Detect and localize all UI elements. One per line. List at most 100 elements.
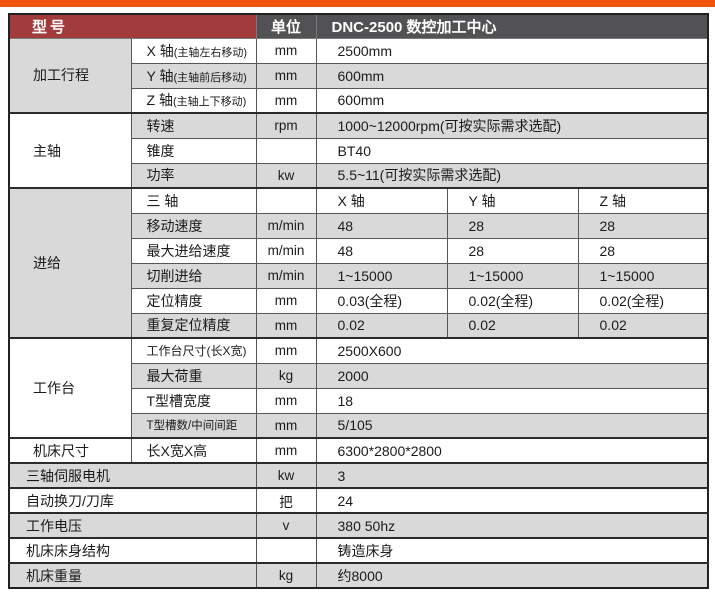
value-cell: 2500mm: [315, 37, 709, 64]
value-cell-x: 48: [315, 237, 448, 264]
table-row: 定位精度 mm 0.03(全程) 0.02(全程) 0.02(全程): [9, 287, 709, 314]
spec-table: 型号 单位 DNC-2500 数控加工中心 加工行程 X 轴(主轴左右移动) m…: [8, 13, 710, 589]
table-row: 切削进给 m/min 1~15000 1~15000 1~15000: [9, 262, 709, 289]
table-header-row: 型号 单位 DNC-2500 数控加工中心: [8, 13, 709, 39]
value-cell: 3: [315, 462, 709, 489]
table-row: 最大荷重 kg 2000: [9, 362, 709, 389]
unit-cell: rpm: [255, 112, 317, 139]
value-cell: 18: [315, 387, 709, 414]
spec-label: X 轴(主轴左右移动): [130, 37, 257, 64]
table-row: 加工行程 X 轴(主轴左右移动) mm 2500mm: [8, 37, 709, 114]
table-row: 工作电压 v 380 50hz: [8, 512, 709, 539]
unit-cell: m/min: [255, 237, 317, 264]
value-cell-x: 48: [315, 212, 448, 239]
value-cell: 2500X600: [315, 337, 709, 364]
spec-label: 移动速度: [130, 212, 257, 239]
unit-cell: m/min: [255, 262, 317, 289]
spec-label: 最大荷重: [130, 362, 257, 389]
spec-label: Z 轴(主轴上下移动): [130, 87, 257, 114]
value-cell: 2000: [315, 362, 709, 389]
unit-cell: [255, 187, 317, 214]
table-row: 最大进给速度 m/min 48 28 28: [9, 237, 709, 264]
axis-z-header-cell: Z 轴: [577, 187, 709, 214]
table-row: Y 轴(主轴前后移动) mm 600mm: [9, 62, 709, 89]
value-cell-z: 28: [577, 212, 709, 239]
spec-label-bed-structure: 机床床身结构: [8, 537, 257, 564]
group-label-worktable: 工作台: [8, 337, 132, 439]
axis-y-header-cell: Y 轴: [446, 187, 579, 214]
value-cell: 5/105: [315, 412, 709, 439]
unit-cell: [255, 537, 317, 564]
group-label-travel: 加工行程: [8, 37, 132, 114]
spec-label: 切削进给: [130, 262, 257, 289]
value-cell: 5.5~11(可按实际需求选配): [315, 162, 709, 189]
spec-label-machine-weight: 机床重量: [8, 562, 257, 589]
spec-label: T型槽宽度: [130, 387, 257, 414]
table-row: 重复定位精度 mm 0.02 0.02 0.02: [9, 312, 709, 339]
value-cell: 380 50hz: [315, 512, 709, 539]
value-cell-y: 0.02: [446, 312, 579, 339]
spec-label: 长X宽X高: [130, 437, 257, 464]
value-cell-z: 0.02(全程): [577, 287, 709, 314]
table-row: 自动换刀/刀库 把 24: [8, 487, 709, 514]
spec-label-text: Y 轴: [146, 67, 174, 84]
spec-label-note: (主轴前后移动): [173, 71, 247, 84]
unit-cell: mm: [255, 62, 317, 89]
unit-cell: mm: [255, 412, 317, 439]
group-label-machine-size: 机床尺寸: [8, 437, 132, 464]
table-row: Z 轴(主轴上下移动) mm 600mm: [9, 87, 709, 114]
spec-label: 最大进给速度: [130, 237, 257, 264]
spec-label: 三 轴: [130, 187, 257, 214]
table-row: 三轴伺服电机 kw 3: [8, 462, 709, 489]
value-cell: BT40: [315, 137, 709, 164]
spec-label: 锥度: [130, 137, 257, 164]
unit-cell: m/min: [255, 212, 317, 239]
table-row: 进给 三 轴 X 轴 Y 轴 Z 轴: [8, 187, 709, 339]
unit-cell: kw: [255, 462, 317, 489]
spec-label-text: X 轴: [146, 42, 174, 59]
spec-label: 工作台尺寸(长X宽): [130, 337, 257, 364]
unit-cell: mm: [255, 287, 317, 314]
spec-label-text: Z 轴: [146, 92, 173, 109]
spec-label-servo-motor: 三轴伺服电机: [8, 462, 257, 489]
table-row: 机床床身结构 铸造床身: [8, 537, 709, 564]
model-header-cell: 型号: [8, 13, 257, 39]
value-cell-y: 28: [446, 237, 579, 264]
unit-cell: kg: [255, 362, 317, 389]
unit-cell: kw: [255, 162, 317, 189]
value-cell-x: 0.02: [315, 312, 448, 339]
table-row: 机床重量 kg 约8000: [8, 562, 709, 589]
table-row: 移动速度 m/min 48 28 28: [9, 212, 709, 239]
product-title-cell: DNC-2500 数控加工中心: [315, 13, 709, 39]
table-row: 锥度 BT40: [9, 137, 709, 164]
value-cell-x: 1~15000: [315, 262, 448, 289]
value-cell: 600mm: [315, 87, 709, 114]
table-row: 主轴 转速 rpm 1000~12000rpm(可按实际需求选配): [8, 112, 709, 189]
value-cell: 约8000: [315, 562, 709, 589]
accent-top-bar: [0, 0, 715, 7]
unit-header-cell: 单位: [255, 13, 317, 39]
spec-label-tool-changer: 自动换刀/刀库: [8, 487, 257, 514]
value-cell: 6300*2800*2800: [315, 437, 709, 464]
table-row: T型槽数/中间间距 mm 5/105: [9, 412, 709, 439]
value-cell-y: 28: [446, 212, 579, 239]
spec-label: T型槽数/中间间距: [130, 412, 257, 439]
value-cell: 铸造床身: [315, 537, 709, 564]
group-label-feed: 进给: [8, 187, 132, 339]
value-cell-z: 1~15000: [577, 262, 709, 289]
value-cell: 600mm: [315, 62, 709, 89]
unit-cell: mm: [255, 337, 317, 364]
value-cell-z: 28: [577, 237, 709, 264]
unit-cell: [255, 137, 317, 164]
value-cell-x: 0.03(全程): [315, 287, 448, 314]
spec-label: Y 轴(主轴前后移动): [130, 62, 257, 89]
table-row: 机床尺寸 长X宽X高 mm 6300*2800*2800: [8, 437, 709, 464]
spec-label: 定位精度: [130, 287, 257, 314]
unit-cell: mm: [255, 87, 317, 114]
spec-label: 转速: [130, 112, 257, 139]
value-cell: 1000~12000rpm(可按实际需求选配): [315, 112, 709, 139]
unit-cell: mm: [255, 387, 317, 414]
spec-label: 功率: [130, 162, 257, 189]
unit-cell: kg: [255, 562, 317, 589]
value-cell: 24: [315, 487, 709, 514]
